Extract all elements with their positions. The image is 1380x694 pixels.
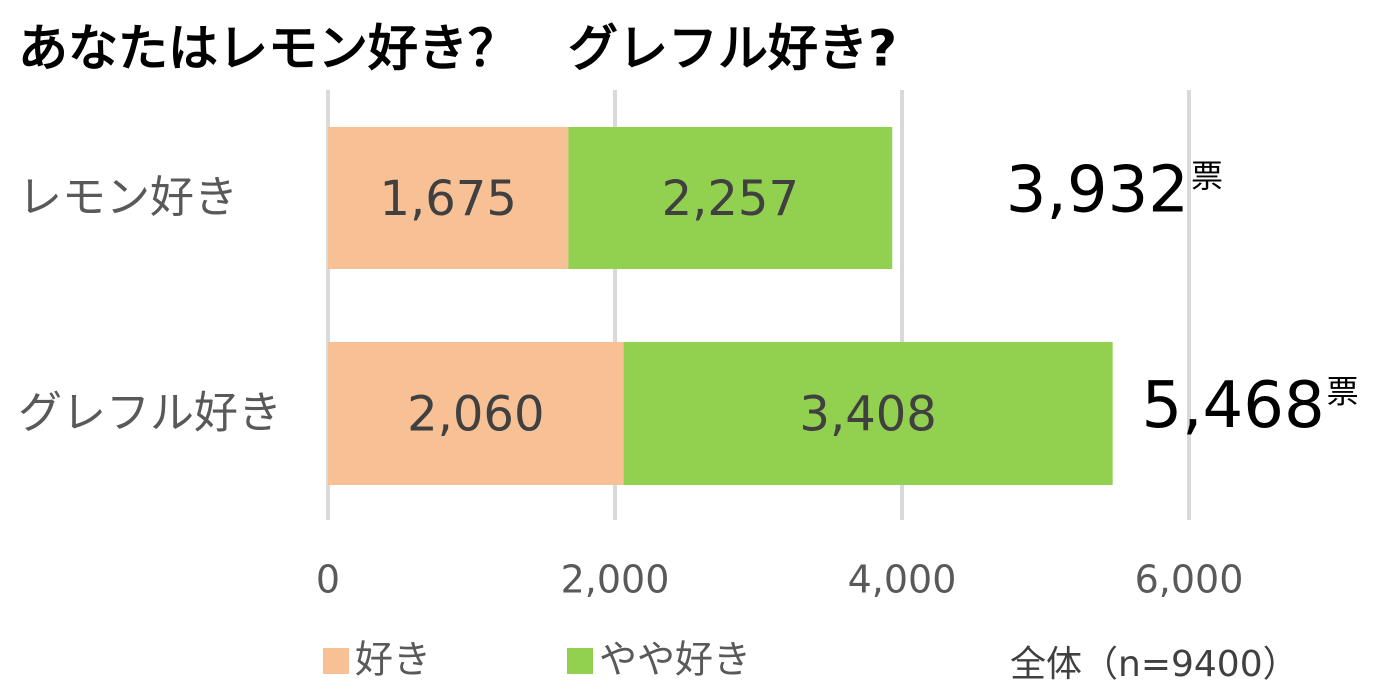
- legend-label: 好き: [355, 638, 431, 682]
- total-label: 5,468: [1141, 369, 1324, 443]
- legend-swatch: [323, 648, 349, 674]
- x-tick-label: 0: [316, 558, 340, 602]
- note: 全体（n=9400）: [1010, 644, 1299, 685]
- total-unit: 票: [1327, 373, 1359, 411]
- x-tick-label: 2,000: [561, 558, 670, 602]
- value-label: 1,675: [379, 171, 516, 227]
- bar-segment: [623, 342, 1113, 485]
- bar-segment: [328, 342, 624, 485]
- x-tick-label: 6,000: [1135, 558, 1244, 602]
- chart-title: あなたはレモン好き？ グレフル好き?: [18, 20, 897, 78]
- total-label: 3,932: [1006, 154, 1189, 228]
- y-tick-label: レモン好き: [18, 172, 238, 223]
- total-unit: 票: [1191, 157, 1223, 195]
- value-label: 3,408: [799, 387, 936, 443]
- bar-segment: [328, 127, 569, 269]
- value-label: 2,257: [662, 171, 799, 227]
- legend-label: やや好き: [599, 638, 751, 682]
- y-tick-label: グレフル好き: [18, 388, 282, 439]
- bar-segment: [568, 127, 893, 269]
- legend-swatch: [567, 648, 593, 674]
- value-label: 2,060: [407, 387, 544, 443]
- x-tick-label: 4,000: [848, 558, 957, 602]
